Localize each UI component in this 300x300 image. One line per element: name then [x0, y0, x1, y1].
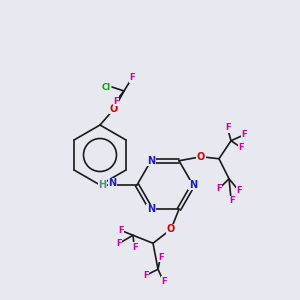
- Text: O: O: [197, 152, 205, 162]
- Text: F: F: [161, 277, 167, 286]
- Text: F: F: [132, 243, 138, 252]
- Text: N: N: [147, 204, 155, 214]
- Text: Cl: Cl: [101, 82, 111, 91]
- Text: F: F: [236, 186, 242, 195]
- Text: N: N: [108, 178, 117, 188]
- Text: F: F: [216, 184, 222, 193]
- Text: F: F: [158, 253, 164, 262]
- Text: F: F: [241, 130, 247, 139]
- Text: F: F: [143, 271, 149, 280]
- Text: F: F: [229, 196, 235, 205]
- Text: H: H: [98, 180, 106, 190]
- Text: F: F: [238, 143, 244, 152]
- Text: N: N: [147, 156, 155, 166]
- Text: F: F: [116, 239, 122, 248]
- Text: F: F: [113, 97, 119, 106]
- Text: F: F: [225, 123, 231, 132]
- Text: N: N: [189, 180, 197, 190]
- Text: O: O: [167, 224, 175, 234]
- Text: F: F: [129, 74, 135, 82]
- Text: F: F: [118, 226, 124, 235]
- Text: O: O: [110, 104, 118, 114]
